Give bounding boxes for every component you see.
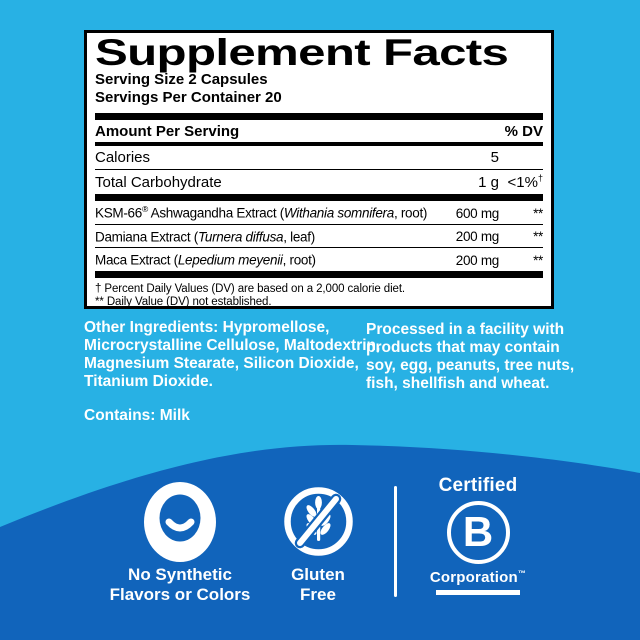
amount-per-serving-label: Amount Per Serving [95,123,240,140]
b-corporation-logo: Certified B Corporation™ [426,475,530,595]
table-row: Total Carbohydrate 1 g <1%† [95,170,543,194]
extract-name: KSM-66® Ashwagandha Extract (Withania so… [95,204,428,221]
facility-allergen-statement: Processed in a facility with products th… [366,321,575,392]
footnote-not-established: ** Daily Value (DV) not established. [95,295,272,308]
nutrient-name: Calories [95,149,151,166]
dv-label: % DV [504,123,543,140]
divider-thick [95,194,543,201]
divider-thick [95,113,543,120]
extract-dv: ** [533,229,543,244]
table-row: KSM-66® Ashwagandha Extract (Withania so… [95,201,543,225]
table-row: Maca Extract (Lepedium meyenii, root) 20… [95,248,543,271]
contains-statement: Contains: Milk [84,407,190,424]
corporation-underline [436,590,520,595]
extract-dv: ** [533,205,543,221]
extract-amount: 600 mg [455,205,500,221]
extract-name: Maca Extract (Lepedium meyenii, root) [95,252,316,268]
table-row: Calories 5 [95,146,543,170]
servings-per-container: Servings Per Container 20 [95,89,282,106]
no-synthetic-smiley-icon [144,482,216,562]
extract-amount: 200 mg [455,252,500,268]
nutrient-amount: 1 g [478,174,499,191]
panel-title: Supplement Facts [95,32,509,73]
certified-label: Certified [438,475,518,496]
gluten-free-label: Gluten Free [291,565,345,604]
extract-amount: 200 mg [455,229,500,244]
b-in-circle-icon: B [446,501,510,564]
gluten-free-icon [284,487,353,556]
table-header: Amount Per Serving % DV [95,120,543,142]
nutrient-amount: 5 [490,149,499,166]
corporation-label: Corporation™ [429,569,527,586]
serving-size: Serving Size 2 Capsules [95,71,268,88]
divider-thick [95,270,543,278]
badge-divider [394,486,397,597]
other-ingredients: Other Ingredients: Hypromellose, Microcr… [84,319,381,390]
footnotes: † Percent Daily Values (DV) are based on… [95,278,543,308]
nutrient-dv: <1%† [507,173,543,191]
extract-dv: ** [533,252,543,268]
divider-medium [95,142,543,146]
no-synthetic-label: No Synthetic Flavors or Colors [109,565,251,604]
footnote-dv: † Percent Daily Values (DV) are based on… [95,282,406,295]
table-row: Damiana Extract (Turnera diffusa, leaf) … [95,225,543,248]
extract-name: Damiana Extract (Turnera diffusa, leaf) [95,229,315,244]
nutrient-name: Total Carbohydrate [95,174,222,191]
supplement-facts-panel: Supplement Facts Serving Size 2 Capsules… [84,30,554,309]
